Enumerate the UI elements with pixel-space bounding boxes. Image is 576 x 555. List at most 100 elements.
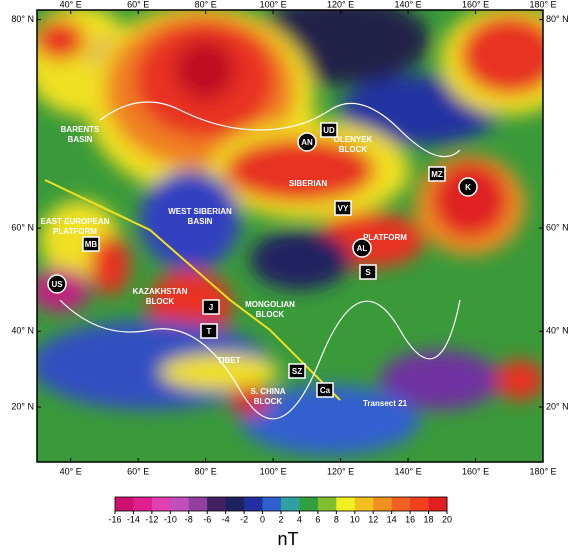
colorbar-tick-label: 20	[442, 514, 452, 524]
colorbar-unit: nT	[277, 529, 298, 549]
lon-tick-label: 120° E	[327, 466, 354, 476]
lat-tick-label: 40° N	[11, 326, 34, 336]
site-circle	[352, 238, 372, 258]
colorbar-segment	[410, 497, 430, 511]
colorbar-segment	[299, 497, 319, 511]
site-label: Ca	[320, 386, 331, 395]
colorbar-segment	[391, 497, 411, 511]
lon-tick-label: 140° E	[395, 0, 422, 9]
map-frame	[36, 9, 544, 463]
site-label: K	[465, 183, 471, 192]
lat-tick-label: 80° N	[11, 14, 34, 24]
colorbar-tick-label: 10	[350, 514, 360, 524]
colorbar-tick-label: 12	[368, 514, 378, 524]
coastline	[59, 101, 461, 420]
site-label: MZ	[431, 170, 443, 179]
colorbar-tick-label: 6	[315, 514, 320, 524]
colorbar-segment	[170, 497, 190, 511]
site-label: VY	[338, 204, 349, 213]
colorbar-tick-label: 18	[424, 514, 434, 524]
region-label: MONGOLIAN	[245, 300, 295, 309]
lon-tick-label: 160° E	[462, 466, 489, 476]
colorbar-segment	[151, 497, 171, 511]
site-box	[200, 323, 218, 339]
lat-tick-label: 80° N	[546, 14, 569, 24]
lon-tick-label: 180° E	[529, 0, 556, 9]
lon-tick-label: 60° E	[127, 466, 149, 476]
site-box	[320, 122, 338, 138]
colorbar-segment	[262, 497, 282, 511]
region-label: TIBET	[217, 356, 240, 365]
colorbar-tick-label: -4	[222, 514, 230, 524]
colorbar-tick-label: 0	[260, 514, 265, 524]
site-box	[334, 200, 352, 216]
site-box	[428, 166, 446, 182]
site-label: US	[51, 280, 63, 289]
site-box	[82, 236, 100, 252]
site-circle	[47, 274, 67, 294]
site-circle	[458, 177, 478, 197]
colorbar-segment	[336, 497, 356, 511]
lon-tick-label: 40° E	[60, 466, 82, 476]
lon-tick-label: 80° E	[195, 466, 217, 476]
colorbar-segment	[188, 497, 208, 511]
transect-line	[44, 179, 341, 401]
region-label: BASIN	[68, 135, 93, 144]
colorbar-tick-label: 4	[297, 514, 302, 524]
region-label: BLOCK	[254, 397, 283, 406]
colorbar-segment	[281, 497, 300, 511]
anomaly-field	[37, 10, 543, 462]
site-label: AN	[301, 138, 313, 147]
region-label: EAST EUROPEAN	[41, 217, 110, 226]
region-label: Transect 21	[363, 399, 408, 408]
colorbar-tick-label: -6	[203, 514, 211, 524]
lat-tick-label: 20° N	[11, 401, 34, 411]
lon-tick-label: 100° E	[260, 0, 287, 9]
colorbar-segment	[428, 497, 448, 511]
region-label: BASIN	[188, 217, 213, 226]
lon-tick-label: 100° E	[260, 466, 287, 476]
lon-tick-label: 40° E	[60, 0, 82, 9]
site-box	[202, 299, 220, 315]
colorbar-tick-label: -16	[108, 514, 121, 524]
site-circle	[297, 132, 317, 152]
region-label: OLENYEK	[334, 135, 373, 144]
lon-tick-label: 180° E	[529, 466, 556, 476]
region-label: WEST SIBERIAN	[168, 207, 232, 216]
colorbar-tick-label: -8	[185, 514, 193, 524]
region-label: BLOCK	[256, 310, 285, 319]
lat-tick-label: 40° N	[546, 326, 569, 336]
lon-tick-label: 160° E	[462, 0, 489, 9]
site-label: S	[365, 268, 371, 277]
colorbar-tick-label: -14	[127, 514, 140, 524]
colorbar-tick-label: 8	[334, 514, 339, 524]
colorbar-segment	[225, 497, 245, 511]
lon-tick-label: 60° E	[127, 0, 149, 9]
region-label: SIBERIAN	[289, 179, 327, 188]
colorbar-segment	[133, 497, 153, 511]
region-label: PLATFORM	[363, 233, 407, 242]
site-label: SZ	[292, 367, 302, 376]
colorbar-segment	[317, 497, 337, 511]
colorbar-segment	[373, 497, 393, 511]
site-label: AL	[357, 244, 368, 253]
site-box	[288, 363, 306, 379]
region-label: PLATFORM	[53, 227, 97, 236]
site-label: UD	[323, 126, 335, 135]
lon-tick-label: 120° E	[327, 0, 354, 9]
region-label: KAZAKHSTAN	[133, 287, 188, 296]
lat-tick-label: 60° N	[546, 222, 569, 232]
region-label: BLOCK	[339, 145, 368, 154]
lat-tick-label: 20° N	[546, 401, 569, 411]
colorbar-tick-label: -12	[145, 514, 158, 524]
lon-tick-label: 140° E	[395, 466, 422, 476]
lon-tick-label: 80° E	[195, 0, 217, 9]
site-box	[359, 264, 377, 280]
colorbar-segment	[115, 497, 134, 511]
site-label: MB	[85, 240, 98, 249]
colorbar-tick-label: 2	[278, 514, 283, 524]
site-label: J	[209, 303, 213, 312]
colorbar-tick-label: 16	[405, 514, 415, 524]
region-label: BLOCK	[146, 297, 175, 306]
